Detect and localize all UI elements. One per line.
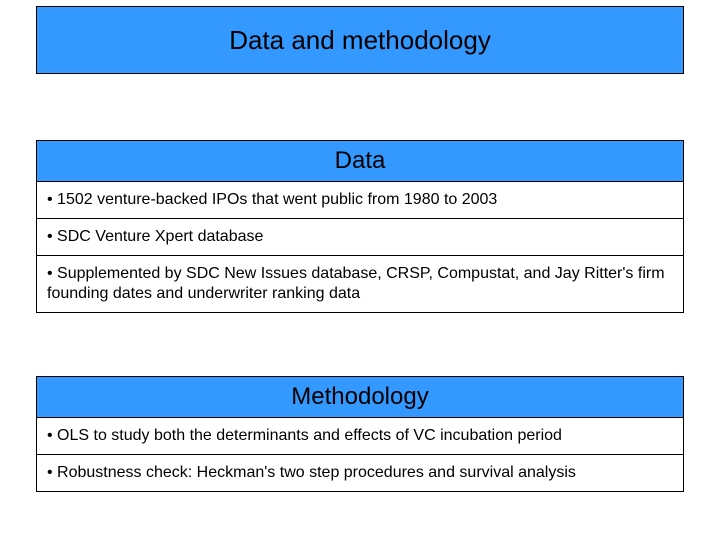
slide-title: Data and methodology [36, 6, 684, 74]
data-section-header: Data [37, 141, 683, 182]
methodology-row: • OLS to study both the determinants and… [37, 418, 683, 455]
methodology-row: • Robustness check: Heckman's two step p… [37, 455, 683, 491]
data-section: Data • 1502 venture-backed IPOs that wen… [36, 140, 684, 313]
data-row: • SDC Venture Xpert database [37, 219, 683, 256]
methodology-section: Methodology • OLS to study both the dete… [36, 376, 684, 492]
methodology-section-header: Methodology [37, 377, 683, 418]
data-row: • Supplemented by SDC New Issues databas… [37, 256, 683, 312]
data-row: • 1502 venture-backed IPOs that went pub… [37, 182, 683, 219]
